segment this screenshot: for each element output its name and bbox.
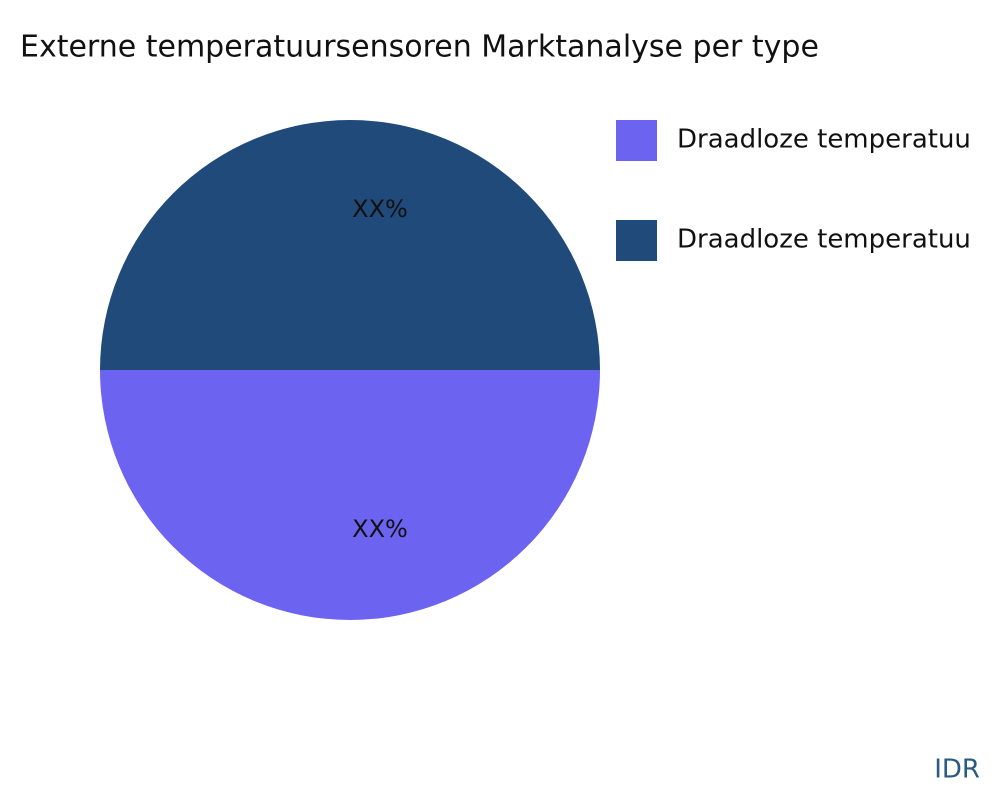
legend-swatch [616,220,657,261]
legend-label: Draadloze temperatuu [677,225,971,255]
pie-slice [100,120,600,370]
legend-label: Draadloze temperatuu [677,125,971,155]
legend-swatch [616,120,657,161]
chart-title: Externe temperatuursensoren Marktanalyse… [20,30,819,65]
pie-slice [100,370,600,620]
slice-label: XX% [352,515,408,543]
watermark: IDR [934,755,980,785]
slice-label: XX% [352,195,408,223]
